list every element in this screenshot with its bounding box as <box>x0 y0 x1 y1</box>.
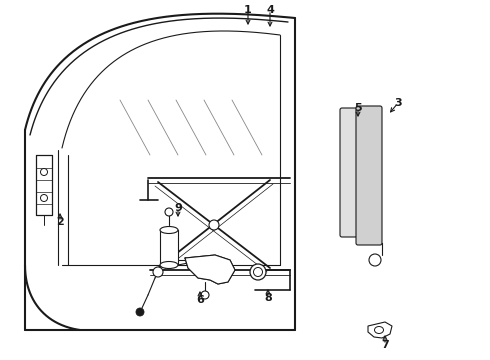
Circle shape <box>250 264 266 280</box>
Ellipse shape <box>160 226 178 234</box>
Text: 7: 7 <box>381 340 389 350</box>
FancyBboxPatch shape <box>356 106 382 245</box>
Circle shape <box>253 267 263 276</box>
Ellipse shape <box>160 261 178 269</box>
Polygon shape <box>368 322 392 338</box>
Circle shape <box>201 291 209 299</box>
Polygon shape <box>185 255 235 284</box>
Text: 5: 5 <box>354 103 362 113</box>
Text: 1: 1 <box>244 5 252 15</box>
Text: 9: 9 <box>174 203 182 213</box>
Text: 6: 6 <box>196 295 204 305</box>
Circle shape <box>136 308 144 316</box>
Circle shape <box>41 168 48 175</box>
FancyBboxPatch shape <box>340 108 357 237</box>
Circle shape <box>153 267 163 277</box>
Bar <box>160 230 178 265</box>
Circle shape <box>41 194 48 202</box>
Text: 8: 8 <box>264 293 272 303</box>
Circle shape <box>165 208 173 216</box>
Circle shape <box>209 220 219 230</box>
Text: 2: 2 <box>56 217 64 227</box>
Ellipse shape <box>374 327 384 333</box>
Text: 4: 4 <box>266 5 274 15</box>
Text: 3: 3 <box>394 98 402 108</box>
Circle shape <box>369 254 381 266</box>
